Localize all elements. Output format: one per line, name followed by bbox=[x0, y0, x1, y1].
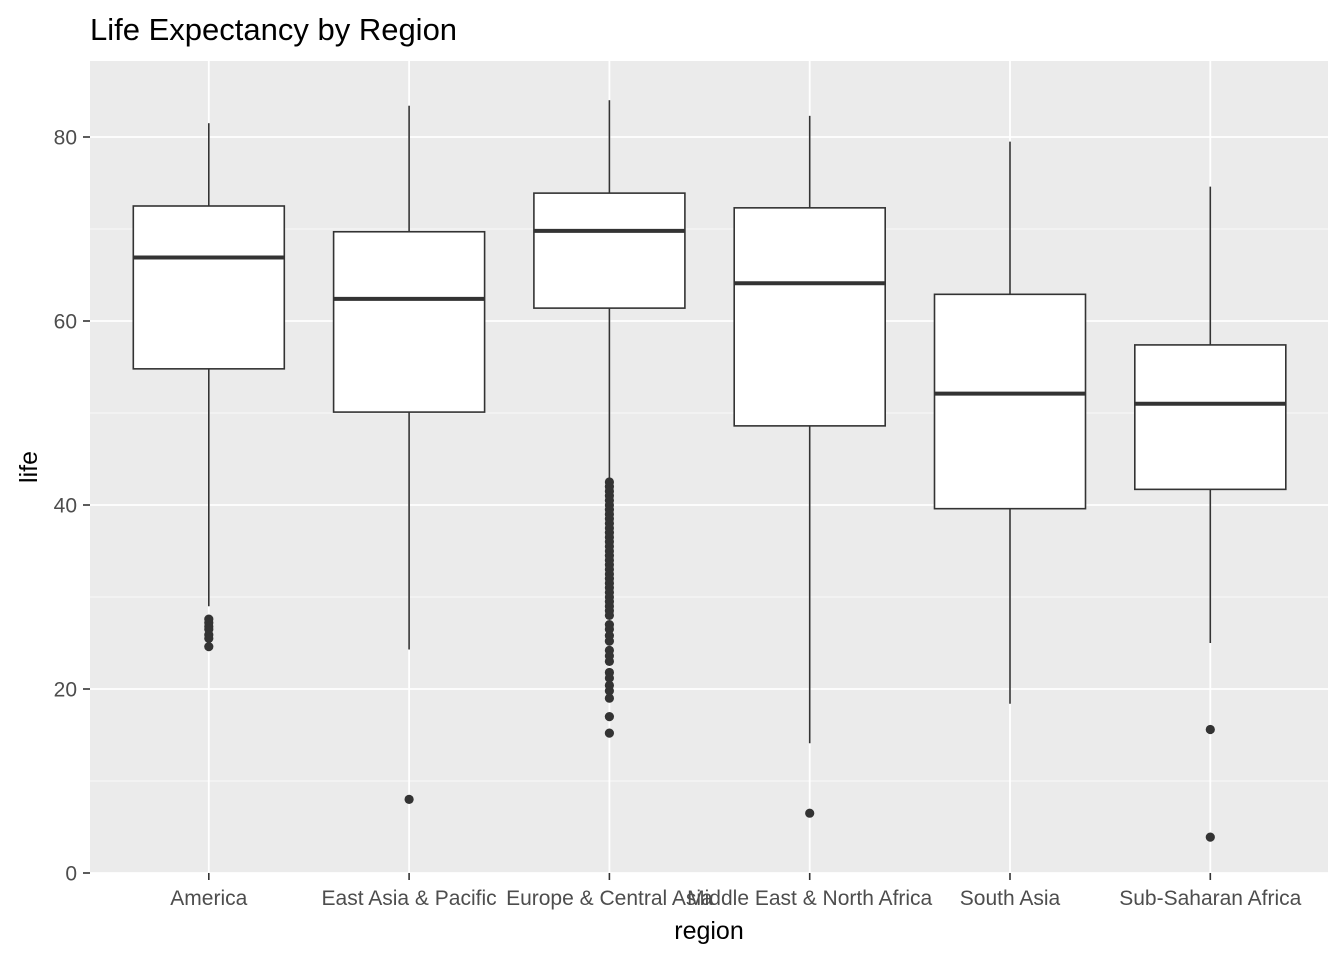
outlier-point bbox=[604, 728, 615, 738]
chart-title: Life Expectancy by Region bbox=[90, 12, 457, 47]
outlier-point bbox=[604, 686, 615, 696]
box-east-asia-pacific bbox=[332, 105, 486, 805]
outlier-point bbox=[604, 610, 615, 621]
outlier-point bbox=[604, 693, 615, 703]
y-tick-label: 40 bbox=[54, 495, 77, 518]
y-axis-title: life bbox=[15, 451, 43, 483]
outlier-point bbox=[604, 712, 615, 722]
x-tick-label: Sub-Saharan Africa bbox=[1119, 887, 1301, 910]
x-axis-title: region bbox=[674, 917, 744, 945]
x-tick-label: South Asia bbox=[960, 887, 1061, 910]
y-tick-label: 60 bbox=[54, 311, 77, 334]
x-tick-label: America bbox=[170, 887, 247, 910]
outlier-point bbox=[604, 636, 615, 646]
iqr-box bbox=[533, 192, 686, 309]
y-tick-label: 20 bbox=[54, 679, 77, 702]
outlier-point bbox=[1205, 724, 1215, 735]
outlier-point bbox=[404, 794, 414, 805]
y-axis: 0 20 40 60 80 bbox=[54, 127, 90, 886]
y-tick-label: 80 bbox=[54, 127, 77, 150]
iqr-box bbox=[1134, 344, 1287, 491]
outlier-point bbox=[204, 642, 214, 652]
iqr-box bbox=[132, 205, 286, 370]
x-tick-label: East Asia & Pacific bbox=[322, 887, 497, 910]
x-axis: America East Asia & Pacific Europe & Centr… bbox=[170, 873, 1302, 910]
outlier-point bbox=[604, 624, 615, 634]
x-tick-label: Europe & Central Asia bbox=[506, 887, 713, 910]
outlier-point bbox=[204, 633, 214, 644]
plot-panel bbox=[90, 61, 1328, 873]
box-sub-saharan-africa bbox=[1134, 186, 1287, 842]
box-south-asia bbox=[933, 141, 1087, 704]
box-america bbox=[132, 123, 286, 652]
y-tick-label: 0 bbox=[65, 863, 77, 886]
outlier-point bbox=[1205, 832, 1215, 842]
iqr-box bbox=[933, 293, 1087, 510]
minor-gridlines bbox=[90, 228, 1328, 782]
outlier-point bbox=[604, 673, 615, 683]
box-middle-east-north-africa bbox=[733, 115, 887, 818]
box-europe-central-asia bbox=[533, 100, 686, 738]
iqr-box bbox=[733, 207, 887, 427]
outlier-point bbox=[805, 808, 815, 818]
outlier-point bbox=[604, 656, 615, 667]
box-series bbox=[132, 100, 1287, 842]
iqr-box bbox=[332, 230, 486, 413]
x-tick-label: Middle East & North Africa bbox=[687, 887, 932, 910]
